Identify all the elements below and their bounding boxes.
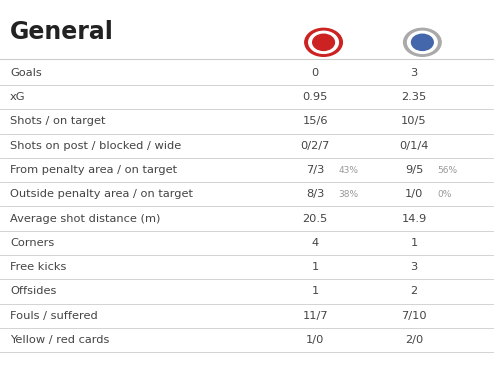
Circle shape (305, 28, 342, 56)
Text: Average shot distance (m): Average shot distance (m) (10, 213, 160, 224)
Text: 7/10: 7/10 (401, 311, 427, 321)
Text: 38%: 38% (338, 190, 359, 199)
Text: 4: 4 (312, 238, 319, 248)
Text: Fouls / suffered: Fouls / suffered (10, 311, 98, 321)
Text: General: General (10, 20, 114, 44)
Text: 1/0: 1/0 (306, 335, 325, 345)
Text: 3: 3 (411, 262, 417, 272)
Text: 7/3: 7/3 (306, 165, 325, 175)
Text: 20.5: 20.5 (302, 213, 328, 224)
Text: 0/2/7: 0/2/7 (300, 141, 330, 151)
Text: From penalty area / on target: From penalty area / on target (10, 165, 177, 175)
Circle shape (408, 31, 437, 53)
Text: 1: 1 (312, 286, 319, 297)
Text: Free kicks: Free kicks (10, 262, 66, 272)
Text: Shots on post / blocked / wide: Shots on post / blocked / wide (10, 141, 181, 151)
Text: 2: 2 (411, 286, 417, 297)
Text: 11/7: 11/7 (302, 311, 328, 321)
Text: 15/6: 15/6 (302, 116, 328, 127)
Text: Outside penalty area / on target: Outside penalty area / on target (10, 189, 193, 199)
Text: 0/1/4: 0/1/4 (399, 141, 429, 151)
Text: 0.95: 0.95 (302, 92, 328, 102)
Text: 9/5: 9/5 (405, 165, 423, 175)
Text: Goals: Goals (10, 68, 41, 78)
Text: Shots / on target: Shots / on target (10, 116, 105, 127)
Text: Offsides: Offsides (10, 286, 56, 297)
Text: 43%: 43% (338, 166, 358, 174)
Text: 14.9: 14.9 (401, 213, 427, 224)
Text: Corners: Corners (10, 238, 54, 248)
Circle shape (313, 34, 334, 50)
Text: 1: 1 (312, 262, 319, 272)
Text: xG: xG (10, 92, 25, 102)
Text: 3: 3 (411, 68, 417, 78)
Text: Yellow / red cards: Yellow / red cards (10, 335, 109, 345)
Text: 2/0: 2/0 (405, 335, 423, 345)
Text: 2.35: 2.35 (401, 92, 427, 102)
Circle shape (309, 31, 338, 53)
Text: 8/3: 8/3 (306, 189, 325, 199)
Text: 1: 1 (411, 238, 417, 248)
Text: 56%: 56% (437, 166, 457, 174)
Text: 1/0: 1/0 (405, 189, 423, 199)
Text: 0%: 0% (437, 190, 452, 199)
Circle shape (412, 34, 433, 50)
Text: 0: 0 (312, 68, 319, 78)
Circle shape (404, 28, 441, 56)
Text: 10/5: 10/5 (401, 116, 427, 127)
